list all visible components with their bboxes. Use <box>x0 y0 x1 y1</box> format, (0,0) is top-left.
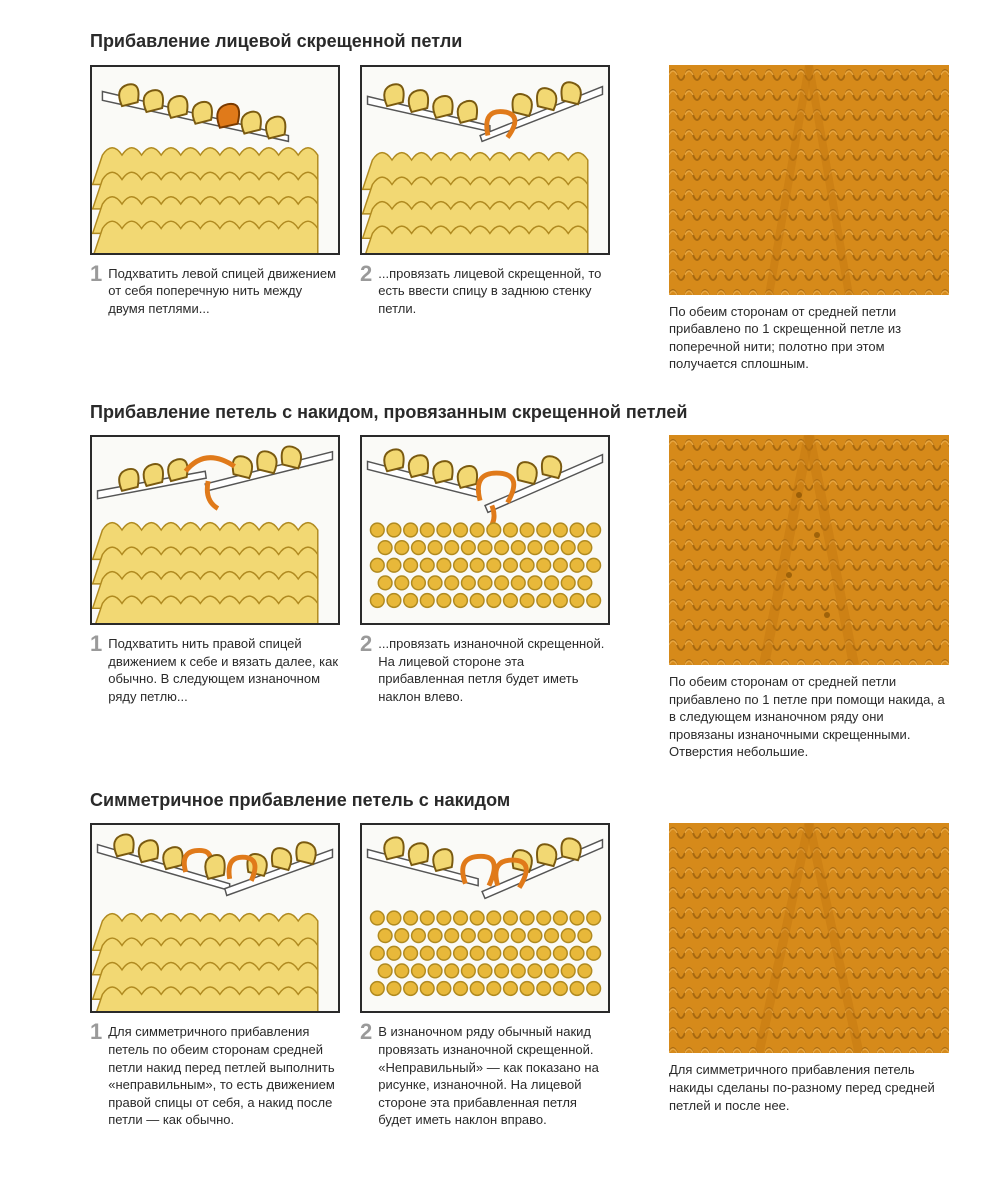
caption-s2-step1: 1 Подхватить нить правой спицей движение… <box>90 633 340 705</box>
step-number: 2 <box>360 263 372 318</box>
result-caption-s1: По обеим сторонам от средней петли приба… <box>669 303 949 373</box>
section-1-title: Прибавление лицевой скрещенной петли <box>90 30 949 53</box>
step-text: Подхватить нить правой спицей движением … <box>108 633 340 705</box>
section-1-step-1: 1 Подхватить левой спицей движением от с… <box>90 65 340 318</box>
swatch-s3 <box>669 823 949 1053</box>
caption-s3-step2: 2 В изнаночном ряду обычный накид провяз… <box>360 1021 610 1128</box>
step-text: ...провязать изнаночной скрещенной. На л… <box>378 633 610 705</box>
diagram-s3-step1 <box>90 823 340 1013</box>
section-2-result: По обеим сторонам от средней петли приба… <box>669 435 949 761</box>
step-text: Подхватить левой спицей движением от себ… <box>108 263 340 318</box>
diagram-s1-step1 <box>90 65 340 255</box>
section-1-row: 1 Подхватить левой спицей движением от с… <box>90 65 949 373</box>
caption-s1-step2: 2 ...провязать лицевой скрещенной, то ес… <box>360 263 610 318</box>
caption-s3-step1: 1 Для симметричного прибавления петель п… <box>90 1021 340 1128</box>
section-3: Симметричное прибавление петель с накидо… <box>90 789 949 1129</box>
caption-s1-step1: 1 Подхватить левой спицей движением от с… <box>90 263 340 318</box>
section-2-step-1: 1 Подхватить нить правой спицей движение… <box>90 435 340 705</box>
swatch-s2 <box>669 435 949 665</box>
section-3-title: Симметричное прибавление петель с накидо… <box>90 789 949 812</box>
diagram-s2-step1 <box>90 435 340 625</box>
diagram-s2-step2 <box>360 435 610 625</box>
section-3-result: Для симметричного прибавления петель нак… <box>669 823 949 1114</box>
step-text: Для симметричного прибавления петель по … <box>108 1021 340 1128</box>
section-1-step-2: 2 ...провязать лицевой скрещенной, то ес… <box>360 65 610 318</box>
section-2-title: Прибавление петель с накидом, провязанны… <box>90 401 949 424</box>
step-text: ...провязать лицевой скрещенной, то есть… <box>378 263 610 318</box>
swatch-s1 <box>669 65 949 295</box>
section-2-step-2: 2 ...провязать изнаночной скрещенной. На… <box>360 435 610 705</box>
step-number: 1 <box>90 1021 102 1128</box>
step-text: В изнаночном ряду обычный накид провязат… <box>378 1021 610 1128</box>
section-2-row: 1 Подхватить нить правой спицей движение… <box>90 435 949 761</box>
step-number: 2 <box>360 1021 372 1128</box>
step-number: 2 <box>360 633 372 705</box>
result-caption-s3: Для симметричного прибавления петель нак… <box>669 1061 949 1114</box>
result-caption-s2: По обеим сторонам от средней петли приба… <box>669 673 949 761</box>
caption-s2-step2: 2 ...провязать изнаночной скрещенной. На… <box>360 633 610 705</box>
section-3-row: 1 Для симметричного прибавления петель п… <box>90 823 949 1128</box>
section-1-result: По обеим сторонам от средней петли приба… <box>669 65 949 373</box>
section-2: Прибавление петель с накидом, провязанны… <box>90 401 949 761</box>
section-3-step-2: 2 В изнаночном ряду обычный накид провяз… <box>360 823 610 1128</box>
diagram-s1-step2 <box>360 65 610 255</box>
diagram-s3-step2 <box>360 823 610 1013</box>
section-3-step-1: 1 Для симметричного прибавления петель п… <box>90 823 340 1128</box>
step-number: 1 <box>90 633 102 705</box>
section-1: Прибавление лицевой скрещенной петли <box>90 30 949 373</box>
step-number: 1 <box>90 263 102 318</box>
